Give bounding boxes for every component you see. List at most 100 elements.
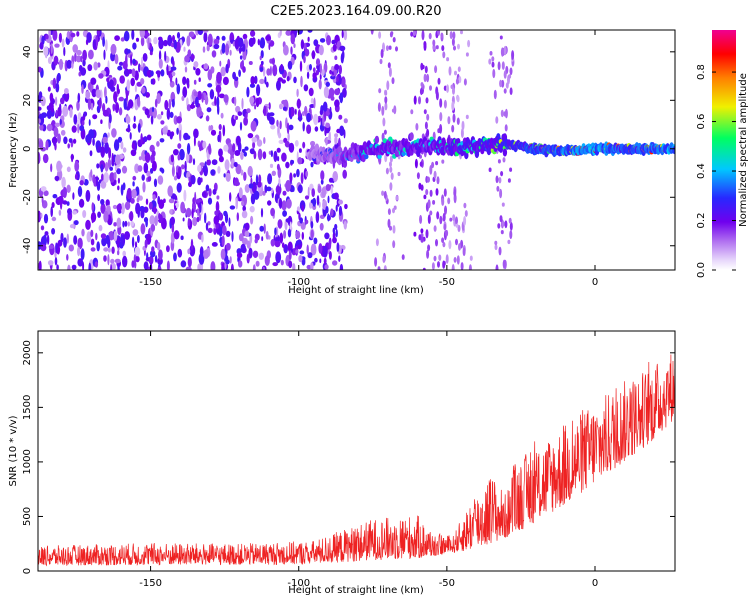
- heatmap-cell: [51, 202, 55, 208]
- heatmap-cell: [269, 163, 274, 168]
- heatmap-cell: [82, 59, 86, 67]
- heatmap-cells: [38, 30, 675, 270]
- heatmap-cell: [321, 186, 327, 198]
- heatmap-cell: [152, 194, 156, 201]
- heatmap-cell: [306, 112, 312, 123]
- heatmap-cell: [294, 108, 297, 115]
- heatmap-cell: [207, 197, 213, 205]
- heatmap-cell: [38, 106, 42, 111]
- heatmap-cell: [107, 254, 110, 266]
- heatmap-cell: [102, 36, 105, 47]
- heatmap-cell: [113, 222, 117, 227]
- heatmap-cell: [435, 161, 439, 166]
- heatmap-cell: [123, 30, 130, 42]
- heatmap-cell: [216, 71, 222, 84]
- heatmap-cell: [445, 254, 449, 264]
- heatmap-cell: [325, 81, 330, 87]
- heatmap-cell: [100, 163, 104, 173]
- heatmap-cell: [91, 88, 97, 98]
- heatmap-cell: [262, 151, 267, 160]
- heatmap-cell: [268, 42, 271, 51]
- heatmap-cell: [130, 54, 133, 66]
- heatmap-cell: [156, 242, 161, 251]
- heatmap-cell: [303, 55, 306, 64]
- heatmap-cell: [146, 134, 152, 141]
- heatmap-cell: [491, 61, 495, 68]
- heatmap-cell: [334, 99, 340, 108]
- heatmap-cell: [413, 95, 417, 105]
- heatmap-cell: [85, 134, 92, 144]
- heatmap-cell: [270, 207, 275, 217]
- heatmap-cell: [331, 39, 336, 45]
- heatmap-cell: [148, 201, 153, 210]
- heatmap-cell: [131, 236, 135, 248]
- heatmap-cell: [197, 30, 204, 36]
- snr-frame: [37, 330, 676, 572]
- heatmap-cell: [94, 261, 99, 268]
- heatmap-cell: [232, 143, 236, 153]
- heatmap-cell: [130, 198, 135, 204]
- heatmap-cell: [321, 68, 325, 77]
- heatmap-cell: [303, 42, 307, 50]
- heatmap-cell: [124, 201, 131, 210]
- heatmap-cell: [306, 264, 312, 270]
- heatmap-cell: [509, 67, 513, 76]
- heatmap-cell: [196, 216, 200, 223]
- heatmap-cell: [259, 67, 264, 72]
- heatmap-cell: [205, 222, 209, 231]
- snr-y-axis-label: SNR (10 * v/v): [8, 415, 19, 486]
- heatmap-cell: [319, 222, 324, 231]
- heatmap-cell: [193, 61, 199, 68]
- heatmap-cell: [180, 201, 186, 213]
- heatmap-cell: [187, 217, 191, 227]
- heatmap-cell: [204, 95, 209, 106]
- heatmap-cell: [192, 158, 196, 166]
- heatmap-cell: [458, 243, 461, 251]
- heatmap-cell: [77, 258, 84, 267]
- heatmap-cell: [132, 229, 139, 236]
- heatmap-cell: [79, 124, 85, 132]
- heatmap-cell: [205, 115, 210, 122]
- heatmap-cell: [117, 136, 123, 143]
- heatmap-cell: [339, 263, 344, 270]
- heatmap-cell: [278, 139, 284, 144]
- heatmap-cell: [208, 143, 212, 155]
- heatmap-cell: [103, 210, 109, 223]
- heatmap-cell: [324, 126, 327, 137]
- heatmap-cell: [95, 232, 98, 241]
- heatmap-cell: [325, 122, 331, 128]
- heatmap-cell: [186, 171, 191, 178]
- heatmap-cell: [338, 199, 343, 205]
- heatmap-cell: [206, 107, 212, 113]
- heatmap-cell: [451, 124, 455, 133]
- heatmap-cell: [57, 239, 63, 247]
- heatmap-cell: [253, 190, 260, 200]
- heatmap-cell: [146, 170, 151, 177]
- heatmap-cell: [43, 213, 49, 224]
- heatmap-cell: [312, 72, 317, 79]
- heatmap-cell: [257, 181, 262, 188]
- heatmap-cell: [57, 133, 61, 144]
- heatmap-cell: [310, 243, 317, 256]
- heatmap-cell: [247, 133, 254, 139]
- heatmap-cell: [235, 164, 242, 175]
- heatmap-cell: [503, 45, 507, 56]
- heatmap-cell: [168, 98, 172, 110]
- heatmap-cell: [338, 64, 342, 75]
- heatmap-cell: [197, 164, 202, 173]
- heatmap-cell: [106, 77, 111, 83]
- heatmap-cell: [58, 32, 63, 43]
- heatmap-cell: [463, 202, 467, 209]
- heatmap-cell: [177, 154, 181, 161]
- heatmap-cell: [499, 79, 503, 88]
- heatmap-cell: [241, 98, 244, 110]
- heatmap-cell: [206, 159, 211, 166]
- heatmap-cell: [389, 161, 392, 168]
- heatmap-cell: [67, 208, 72, 215]
- snr-x-axis: -150 -100 -50 0: [139, 331, 598, 589]
- heatmap-cell: [134, 246, 141, 257]
- heatmap-cell: [231, 231, 234, 242]
- heatmap-cell: [448, 66, 452, 76]
- heatmap-cell: [307, 186, 310, 199]
- heatmap-cell: [117, 266, 120, 270]
